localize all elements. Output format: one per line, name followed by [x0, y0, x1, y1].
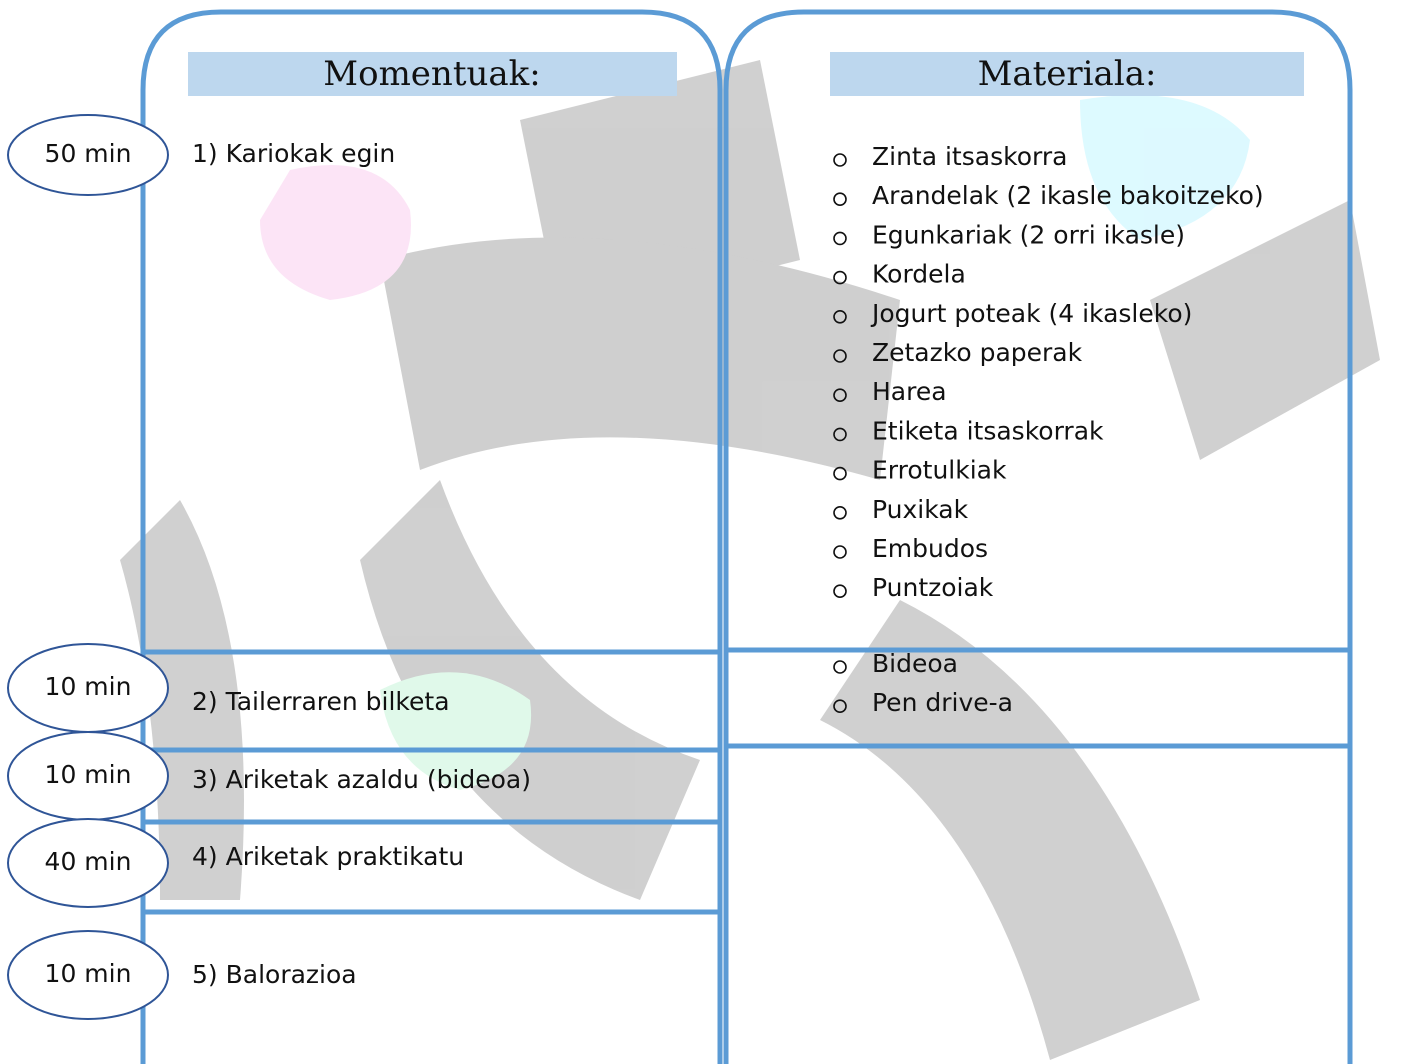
material-item: Puntzoiak — [872, 573, 994, 602]
material-item: Harea — [872, 377, 947, 406]
bullet — [833, 192, 847, 206]
material-item: Jogurt poteak (4 ikasleko) — [870, 299, 1192, 328]
bullet — [833, 153, 847, 167]
bullet — [833, 660, 847, 674]
material-item: Pen drive-a — [872, 688, 1013, 717]
material-item: Kordela — [872, 260, 966, 289]
activity: 4) Ariketak praktikatu — [192, 842, 464, 871]
right-frame — [723, 9, 1353, 1064]
time-oval — [7, 930, 169, 1020]
bullet — [833, 505, 847, 520]
left-header-bar — [188, 52, 677, 96]
time-label: 10 min — [45, 760, 132, 789]
watermark — [120, 60, 1380, 1060]
bullet — [833, 349, 847, 363]
material-item: Zinta itsaskorra — [872, 142, 1067, 171]
right-header-bar — [830, 52, 1304, 96]
left-header: Momentuak: — [323, 54, 540, 94]
material-item: Egunkariak (2 orri ikasle) — [872, 220, 1185, 249]
material-item: Arandelak (2 ikasle bakoitzeko) — [872, 181, 1264, 210]
bullet — [833, 427, 847, 442]
right-header: Materiala: — [978, 54, 1157, 94]
time-label: 10 min — [45, 672, 132, 701]
activity: 5) Balorazioa — [192, 960, 357, 989]
activity: 2) Tailerraren bilketa — [192, 687, 450, 716]
bullet — [833, 545, 847, 559]
material-item: Bideoa — [872, 649, 958, 678]
bullet — [833, 388, 847, 403]
material-item: Zetazko paperak — [872, 338, 1083, 367]
material-item: Embudos — [872, 534, 988, 563]
bullet — [833, 309, 847, 324]
activity: 1) Kariokak egin — [192, 139, 395, 168]
bullet — [833, 231, 847, 246]
time-label: 40 min — [45, 847, 132, 876]
activity: 3) Ariketak azaldu (bideoa) — [192, 765, 531, 794]
time-label: 10 min — [45, 959, 132, 988]
material-item: Errotulkiak — [872, 456, 1007, 485]
content: 50 min 1) Kariokak egin 10 min 2) Tailerrar… — [7, 114, 1264, 1020]
time-label: 50 min — [45, 139, 132, 168]
left-frame — [140, 9, 723, 1064]
material-item: Etiketa itsaskorrak — [872, 416, 1104, 445]
time-oval — [7, 114, 169, 196]
bullet — [833, 270, 847, 285]
material-item: Puxikak — [872, 495, 969, 524]
bullet — [833, 466, 847, 481]
bullet — [833, 584, 847, 599]
bullet — [833, 699, 847, 714]
time-oval — [7, 818, 169, 908]
